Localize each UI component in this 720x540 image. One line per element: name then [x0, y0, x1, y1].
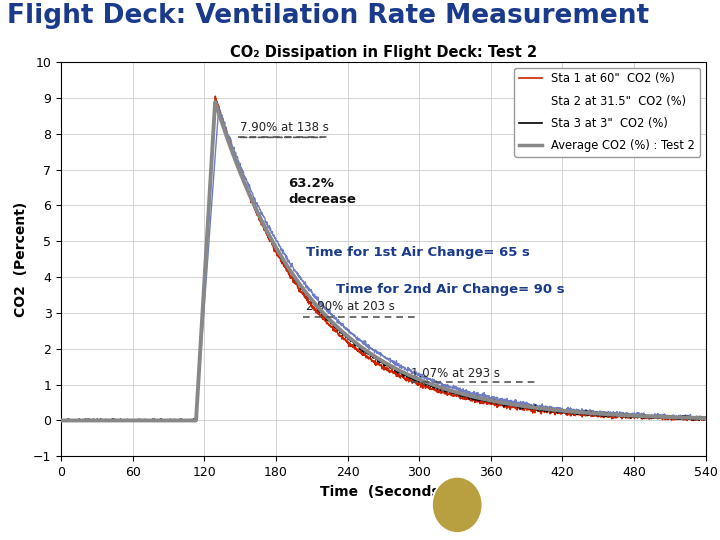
X-axis label: Time  (Seconds): Time (Seconds)	[320, 484, 446, 498]
Y-axis label: CO2  (Percent): CO2 (Percent)	[14, 201, 27, 317]
Text: Halon 1211 Stratification in Aircraft: Halon 1211 Stratification in Aircraft	[11, 497, 318, 512]
Text: Federal Aviation: Federal Aviation	[511, 495, 619, 508]
Text: Administration: Administration	[511, 514, 610, 527]
Text: 1.07% at 293 s: 1.07% at 293 s	[411, 367, 500, 380]
Legend: Sta 1 at 60"  CO2 (%), Sta 2 at 31.5"  CO2 (%), Sta 3 at 3"  CO2 (%), Average CO: Sta 1 at 60" CO2 (%), Sta 2 at 31.5" CO2…	[515, 68, 700, 157]
Text: Flight Deck: Ventilation Rate Measurement: Flight Deck: Ventilation Rate Measuremen…	[7, 3, 649, 29]
Ellipse shape	[432, 477, 482, 533]
Text: 2.90% at 203 s: 2.90% at 203 s	[306, 300, 395, 313]
Text: 31: 31	[680, 496, 702, 514]
Text: Time for 1st Air Change= 65 s: Time for 1st Air Change= 65 s	[306, 246, 530, 259]
Text: 63.2%
decrease: 63.2% decrease	[288, 177, 356, 206]
Title: CO₂ Dissipation in Flight Deck: Test 2: CO₂ Dissipation in Flight Deck: Test 2	[230, 44, 537, 59]
Text: Time for 2nd Air Change= 90 s: Time for 2nd Air Change= 90 s	[336, 284, 564, 296]
Text: 31: 31	[634, 496, 655, 514]
Text: 7.90% at 138 s: 7.90% at 138 s	[240, 121, 329, 134]
